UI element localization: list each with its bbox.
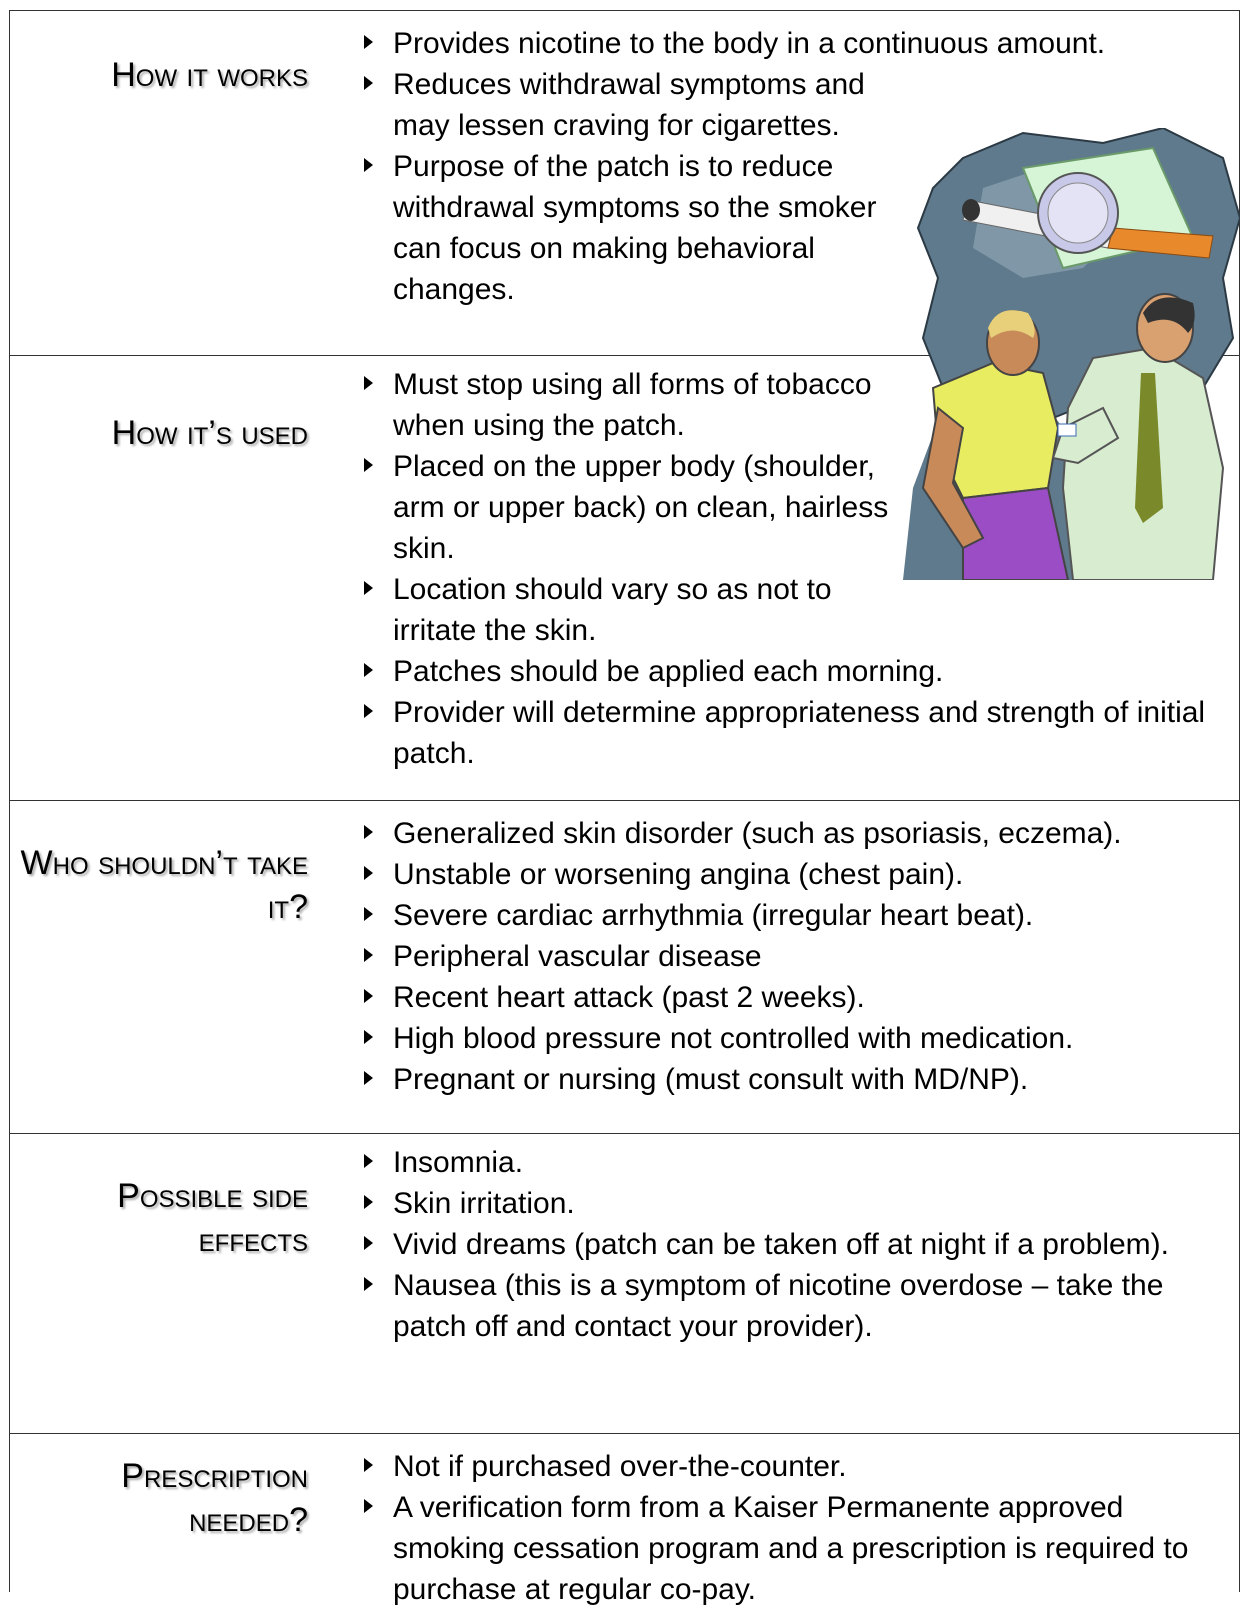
cigarette-tip xyxy=(962,199,980,221)
row-heading: Prescription needed? xyxy=(121,1457,308,1539)
tie xyxy=(1135,373,1163,523)
bullet-list: Insomnia. Skin irritation. Vivid dreams (p… xyxy=(362,1142,1227,1347)
document: How it works Provides nicotine to the bod… xyxy=(9,10,1240,1606)
bullet-item: Not if purchased over-the-counter. xyxy=(362,1446,1227,1487)
bullet-item: Generalized skin disorder (such as psori… xyxy=(362,813,1227,854)
bullet-item: Skin irritation. xyxy=(362,1183,1227,1224)
bullet-item: Location should vary so as not to irrita… xyxy=(362,569,898,651)
bullet-item: Provides nicotine to the body in a conti… xyxy=(362,23,1227,64)
bullet-list: Not if purchased over-the-counter. A veri… xyxy=(362,1446,1227,1610)
doctor-hair xyxy=(1143,297,1195,333)
bullet-item: Insomnia. xyxy=(362,1142,1227,1183)
bullet-list: Must stop using all forms of tobacco whe… xyxy=(362,364,1227,774)
table-row: How it’s used Must stop using all forms o… xyxy=(10,355,1239,800)
bullet-item: Provider will determine appropriateness … xyxy=(362,692,1227,774)
patch-disc-inner xyxy=(1047,182,1109,244)
bullet-item: Severe cardiac arrhythmia (irregular hea… xyxy=(362,895,1227,936)
table-row: How it works Provides nicotine to the bod… xyxy=(10,10,1239,355)
bullet-item: Patches should be applied each morning. xyxy=(362,651,1227,692)
bullet-item: Purpose of the patch is to reduce withdr… xyxy=(362,146,898,310)
row-heading: Possible side effects xyxy=(117,1177,308,1259)
row-heading: How it works xyxy=(111,56,308,94)
bullet-item: Pregnant or nursing (must consult with M… xyxy=(362,1059,1227,1100)
bullet-item: Recent heart attack (past 2 weeks). xyxy=(362,977,1227,1018)
patient-arm xyxy=(921,406,985,550)
bullet-item: Nausea (this is a symptom of nicotine ov… xyxy=(362,1265,1227,1347)
row-heading: Who shouldn’t take it? xyxy=(20,844,308,926)
bullet-item: Placed on the upper body (shoulder, arm … xyxy=(362,446,898,569)
bullet-item: Reduces withdrawal symptoms and may less… xyxy=(362,64,898,146)
bullet-list: Provides nicotine to the body in a conti… xyxy=(362,23,1227,310)
bullet-item: Unstable or worsening angina (chest pain… xyxy=(362,854,1227,895)
trousers xyxy=(962,486,1070,580)
bullet-list: Generalized skin disorder (such as psori… xyxy=(362,813,1227,1100)
table-row: Who shouldn’t take it? Generalized skin d… xyxy=(10,800,1239,1133)
table-row: Prescription needed? Not if purchased ove… xyxy=(10,1433,1239,1606)
illustration xyxy=(903,128,1240,580)
bullet-item: High blood pressure not controlled with … xyxy=(362,1018,1227,1059)
cigarette-filter xyxy=(1107,227,1214,259)
row-heading: How it’s used xyxy=(111,414,308,452)
patient-hair xyxy=(988,310,1035,338)
bullet-item: Must stop using all forms of tobacco whe… xyxy=(362,364,898,446)
applied-patch xyxy=(1057,423,1077,437)
table-row: Possible side effects Insomnia. Skin irrit… xyxy=(10,1133,1239,1433)
bullet-item: Vivid dreams (patch can be taken off at … xyxy=(362,1224,1227,1265)
bullet-item: A verification form from a Kaiser Perman… xyxy=(362,1487,1227,1610)
bullet-item: Peripheral vascular disease xyxy=(362,936,1227,977)
